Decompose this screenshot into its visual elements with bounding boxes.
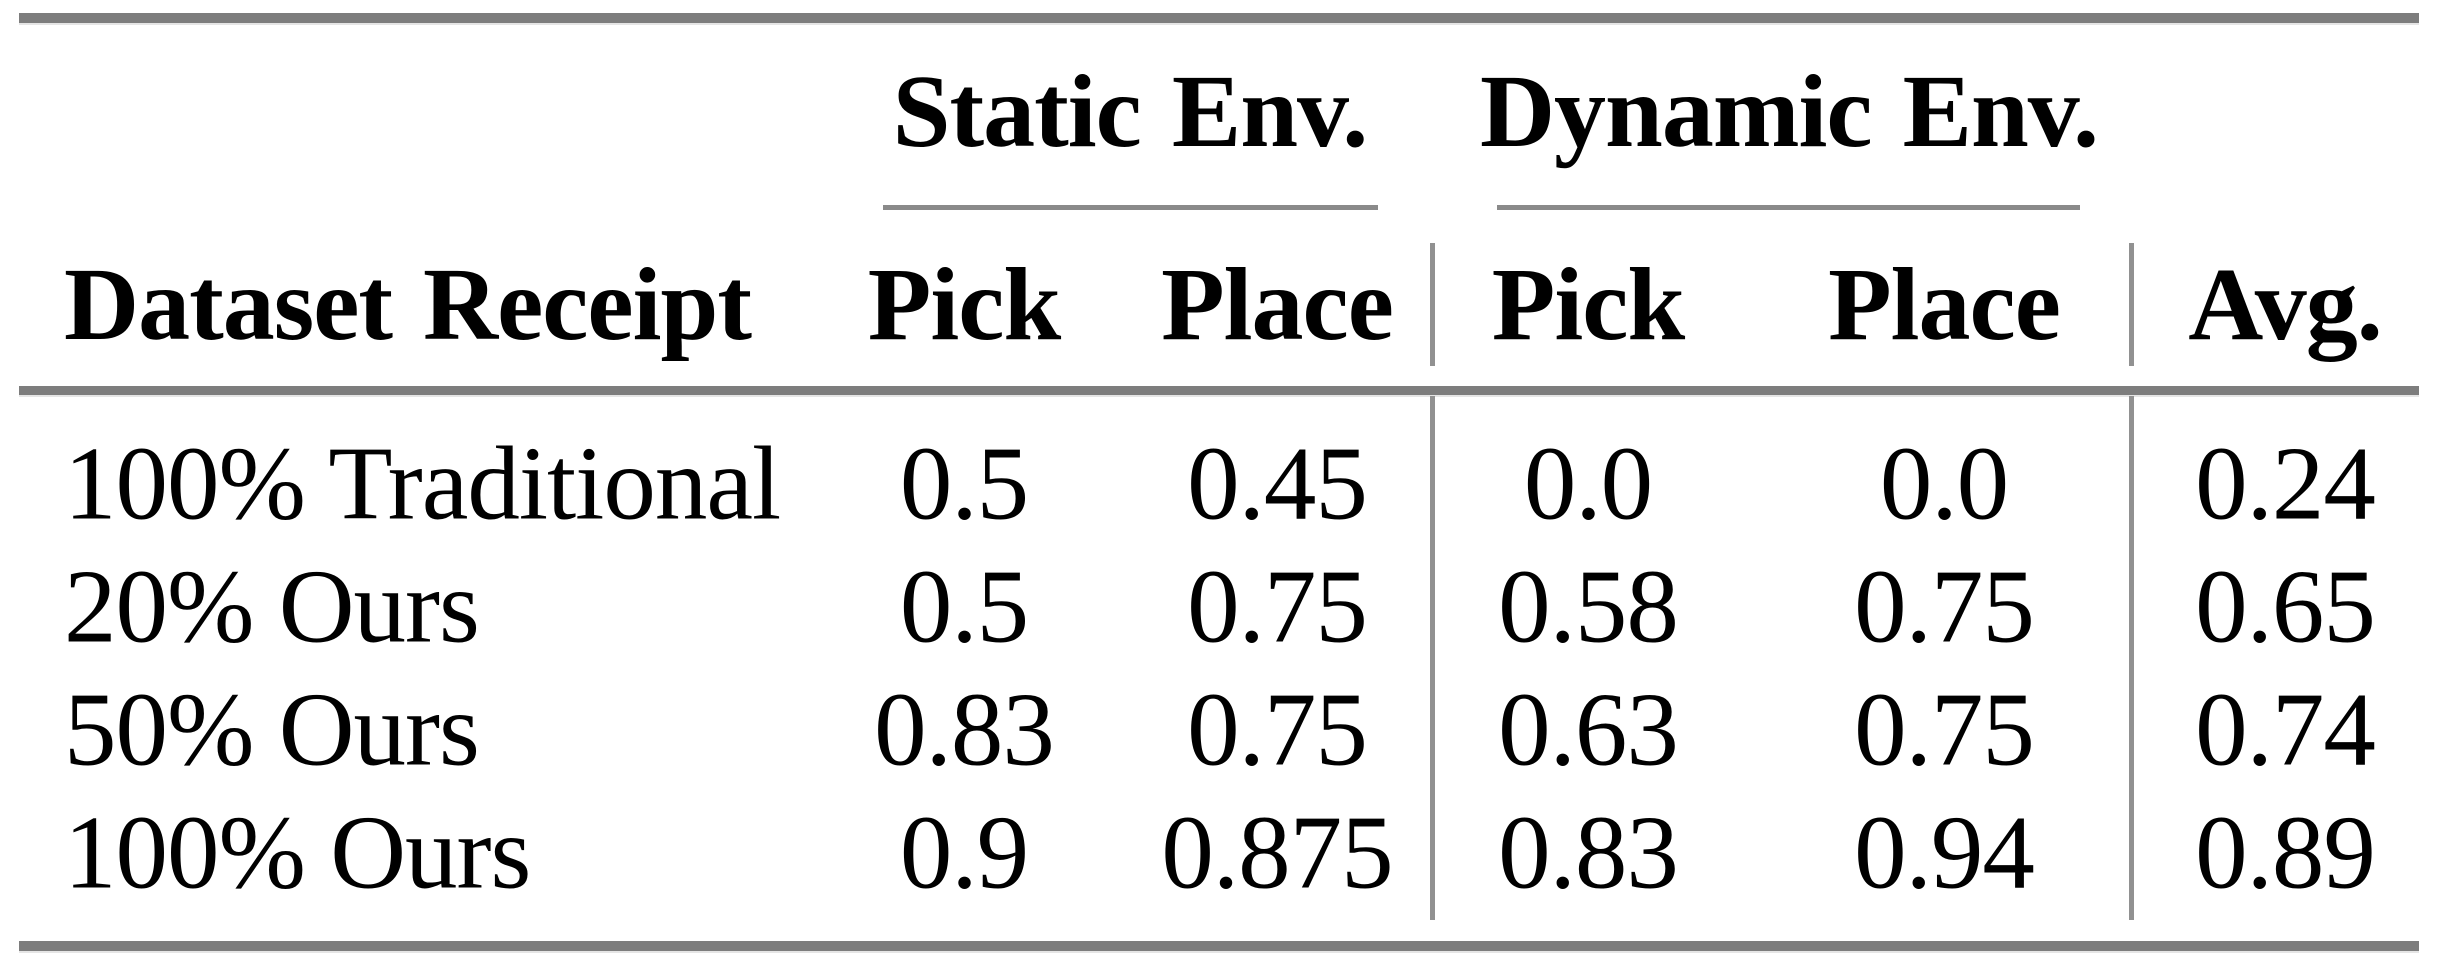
cell-avg: 0.24 xyxy=(2195,424,2376,542)
header-vertical-separator-dynamic-avg xyxy=(2129,243,2134,366)
cell-static-place: 0.75 xyxy=(1187,547,1368,665)
row-label: 50% Ours xyxy=(64,670,480,788)
column-header-avg: Avg. xyxy=(2188,247,2382,362)
cell-dynamic-place: 0.94 xyxy=(1854,793,2035,911)
cell-dynamic-place: 0.75 xyxy=(1854,670,2035,788)
table-top-rule xyxy=(19,13,2419,23)
column-header-static-pick: Pick xyxy=(867,247,1061,362)
cell-dynamic-pick: 0.83 xyxy=(1498,793,1679,911)
cell-avg: 0.65 xyxy=(2195,547,2376,665)
cell-static-pick: 0.9 xyxy=(899,793,1029,911)
cell-dynamic-pick: 0.0 xyxy=(1523,424,1653,542)
group-header-dynamic-env: Dynamic Env. xyxy=(1479,54,2099,169)
cell-dynamic-pick: 0.63 xyxy=(1498,670,1679,788)
column-header-static-place: Place xyxy=(1161,247,1394,362)
body-vertical-separator-static-dynamic xyxy=(1430,396,1435,920)
static-env-underline-rule xyxy=(883,205,1378,210)
body-vertical-separator-dynamic-avg xyxy=(2129,396,2134,920)
cell-dynamic-pick: 0.58 xyxy=(1498,547,1679,665)
row-label: 100% Traditional xyxy=(64,424,781,542)
column-header-dataset-receipt: Dataset Receipt xyxy=(64,247,752,362)
table-header-rule xyxy=(19,386,2419,395)
cell-avg: 0.74 xyxy=(2195,670,2376,788)
cell-static-place: 0.45 xyxy=(1187,424,1368,542)
column-header-dynamic-place: Place xyxy=(1828,247,2061,362)
row-label: 20% Ours xyxy=(64,547,480,665)
cell-static-pick: 0.5 xyxy=(899,424,1029,542)
cell-avg: 0.89 xyxy=(2195,793,2376,911)
column-header-dynamic-pick: Pick xyxy=(1491,247,1685,362)
cell-static-pick: 0.83 xyxy=(874,670,1055,788)
group-header-static-env: Static Env. xyxy=(892,54,1369,169)
cell-static-place: 0.75 xyxy=(1187,670,1368,788)
cell-static-pick: 0.5 xyxy=(899,547,1029,665)
cell-static-place: 0.875 xyxy=(1161,793,1393,911)
header-vertical-separator-static-dynamic xyxy=(1430,243,1435,366)
dynamic-env-underline-rule xyxy=(1497,205,2080,210)
cell-dynamic-place: 0.0 xyxy=(1879,424,2009,542)
table-bottom-rule xyxy=(19,941,2419,951)
cell-dynamic-place: 0.75 xyxy=(1854,547,2035,665)
row-label: 100% Ours xyxy=(64,793,531,911)
